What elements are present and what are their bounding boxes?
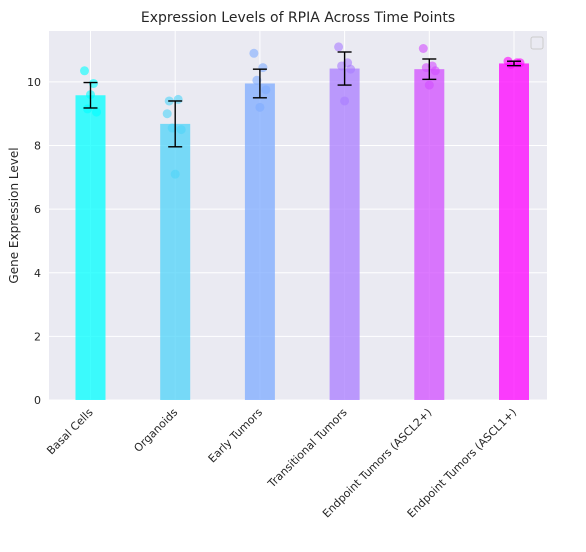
data-point [252, 75, 262, 85]
bar [160, 123, 191, 401]
bar [244, 83, 275, 401]
y-tick-label: 8 [34, 140, 41, 153]
data-point [346, 64, 356, 74]
data-point [249, 48, 259, 58]
error-bars [83, 51, 521, 148]
bar [414, 69, 445, 400]
data-point [255, 102, 265, 112]
data-point [340, 96, 350, 106]
x-tick-label: Early Tumors [206, 406, 266, 466]
data-point [334, 42, 344, 52]
data-point [261, 85, 271, 95]
data-point [430, 66, 440, 76]
y-tick-label: 0 [34, 394, 41, 407]
data-point [506, 59, 516, 69]
legend-box [530, 36, 544, 50]
plot-background [49, 31, 547, 400]
data-point [421, 63, 431, 73]
x-tick-labels: Basal Cells Organoids Early Tumors Transiti… [44, 406, 519, 521]
data-points [80, 42, 525, 179]
legend [530, 36, 544, 50]
y-axis-label: Gene Expression Level [7, 147, 21, 283]
y-tick-label: 4 [34, 267, 41, 280]
data-point [337, 61, 347, 71]
data-point [424, 80, 434, 90]
y-tick-label: 2 [34, 330, 41, 343]
data-point [80, 66, 89, 76]
y-tick-label: 10 [27, 76, 41, 89]
data-point [170, 169, 180, 179]
data-point [83, 104, 92, 114]
bar [499, 63, 529, 400]
x-tick-label: Transitional Tumors [265, 406, 350, 491]
data-point [162, 109, 172, 119]
data-point [176, 125, 186, 135]
y-tick-label: 6 [34, 203, 41, 216]
data-point [89, 78, 98, 88]
data-point [418, 43, 428, 53]
bar [75, 95, 106, 400]
data-point [92, 107, 101, 117]
bar [329, 68, 360, 401]
chart-title: Expression Levels of RPIA Across Time Po… [141, 10, 455, 26]
x-tick-label: Basal Cells [44, 406, 96, 458]
bars [75, 63, 529, 401]
y-tick-labels: 0 2 4 6 8 10 [27, 76, 41, 407]
x-tick-label: Organoids [131, 406, 180, 455]
data-point [167, 123, 177, 133]
